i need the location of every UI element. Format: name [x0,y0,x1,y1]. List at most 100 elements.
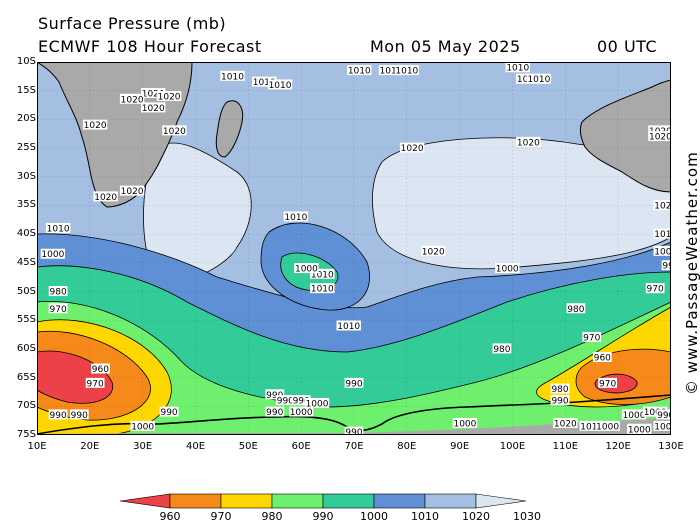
svg-text:1000: 1000 [596,422,619,432]
lat-label: 75S [16,429,36,440]
svg-text:980: 980 [567,305,584,315]
svg-text:1010: 1010 [395,67,418,77]
svg-text:1010: 1010 [527,75,550,85]
lat-label: 40S [16,228,36,240]
svg-text:1000: 1000 [623,411,646,421]
isobar-label: 1010 [505,62,530,74]
svg-text:1020: 1020 [422,247,445,257]
isobar-label: 1020 [653,199,671,211]
isobar-label: 990 [265,389,285,401]
isobar-label: 970 [645,283,665,295]
isobar-label: 990 [69,409,89,421]
isobar-label: 990 [48,409,68,421]
svg-text:990: 990 [160,408,177,418]
svg-text:960: 960 [92,365,109,375]
isobar-label: 970 [48,303,68,315]
isobar-label: 1010 [283,211,309,223]
lon-label: 50E [238,441,258,452]
svg-text:1010: 1010 [311,285,334,295]
isobar-label: 1000 [653,420,671,432]
legend-swatch [271,493,324,509]
isobar-label: 1000 [642,406,668,418]
svg-text:990: 990 [277,397,294,407]
legend-label: 1010 [411,510,439,523]
isobar-label: 990 [291,395,311,407]
svg-text:1000: 1000 [628,425,651,435]
svg-text:1000: 1000 [644,408,667,418]
model-run: ECMWF 108 Hour Forecast [38,37,262,56]
map-title: Surface Pressure (mb) [38,14,227,33]
isobar-label: 980 [550,383,570,395]
forecast-time: 00 UTC [597,37,658,56]
svg-text:1000: 1000 [496,265,519,275]
legend-arrow-low [119,493,171,509]
lat-label: 50S [16,285,36,297]
isobar-label: 1010 [336,320,361,332]
svg-text:1000: 1000 [306,399,329,409]
legend-swatch [373,493,426,509]
graticule [37,62,671,435]
lat-label: 20S [16,113,36,125]
isobar-label: 990 [344,377,364,389]
svg-text:1020: 1020 [142,104,165,114]
isobar-label: 1020 [119,93,145,105]
svg-text:970: 970 [599,379,616,389]
isobar-label: 1000 [627,423,652,435]
lat-label: 60S [16,342,36,354]
svg-text:980: 980 [50,288,67,298]
svg-text:990: 990 [662,262,671,272]
isobar-label: 970 [598,377,617,389]
isobar-label: 1020 [141,88,166,100]
lat-label: 65S [16,371,36,383]
svg-text:1000: 1000 [290,408,313,418]
isobar-label: 1000 [452,418,478,430]
svg-text:1020: 1020 [84,121,107,131]
svg-text:1010: 1010 [311,270,334,280]
svg-text:980: 980 [551,385,568,395]
legend-label: 970 [210,510,232,523]
lon-label: 40E [185,441,206,452]
legend-label: 980 [261,510,283,523]
isobar-label: 1020 [141,102,166,114]
isobar-label: 1010 [579,420,604,432]
legend-label: 1020 [462,510,490,523]
svg-text:1020: 1020 [121,187,144,197]
forecast-date: Mon 05 May 2025 [370,37,521,56]
lon-label: 110E [552,441,579,452]
svg-text:990: 990 [50,411,67,421]
svg-text:1010: 1010 [506,64,529,74]
svg-text:1020: 1020 [121,95,144,105]
svg-text:1010: 1010 [284,213,307,223]
isobar-label: 1000 [595,420,620,432]
site-credit: © www.PassageWeather.com [683,151,700,395]
legend-swatch [169,493,222,509]
lat-label: 30S [16,170,36,182]
lon-label: 20E [80,441,100,452]
isobar-label: 1000 [621,409,647,421]
isobar-label: 990 [656,409,671,421]
contour-labels: 1010101010101010101010101010101010101020… [40,62,671,435]
svg-text:1010: 1010 [654,230,671,240]
lon-label: 130E [658,441,684,452]
isobar-label: 1020 [553,418,578,430]
pressure-map: 1010101010101010101010101010101010101020… [37,62,671,435]
isobar-label: 980 [48,286,68,298]
lon-label: 90E [450,441,470,452]
isobar-label: 960 [592,352,612,364]
svg-text:1020: 1020 [163,127,186,137]
isobar-label: 1000 [288,406,314,418]
svg-text:980: 980 [493,345,510,355]
svg-text:970: 970 [647,285,664,295]
isobar-label: 990 [550,395,570,407]
isobar-label: 990 [275,395,295,407]
svg-text:1010: 1010 [269,81,292,91]
lon-label: 70E [344,441,364,452]
isobar-label: 1010 [220,70,245,82]
isobar-label: 1000 [653,245,671,257]
isobar-label: 1010 [267,79,293,91]
high-pressure-madagascar-area [143,142,252,282]
svg-text:990: 990 [71,411,88,421]
legend-label: 960 [159,510,181,523]
svg-text:1010: 1010 [221,72,244,82]
svg-text:970: 970 [583,333,600,343]
